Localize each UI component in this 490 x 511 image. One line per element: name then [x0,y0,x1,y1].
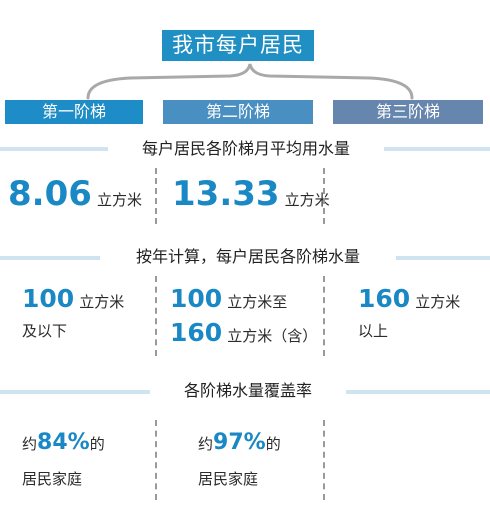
tier-1-monthly-unit: 立方米 [96,191,142,209]
tier-2-monthly-number: 13.33 [172,174,280,214]
tier-2-annual-line1: 100 立方米至 [170,284,287,313]
tier-2-coverage-number: 97% [213,430,266,455]
tier-1-header: 第一阶梯 [5,100,143,124]
tier-2-annual-unit-1: 立方米至 [227,293,288,311]
tier-1-monthly-value: 8.06 立方米 [8,174,142,214]
tier-1-annual: 100 立方米 [22,284,124,313]
section-1-title: 每户居民各阶梯月平均用水量 [108,136,384,162]
tier-1-coverage-suffix: 的 [89,435,105,453]
tier-2-coverage-suffix: 的 [265,435,281,453]
tier-3-annual: 160 立方米 [358,284,460,313]
divider-s2-a [155,276,157,356]
tier-1-monthly-number: 8.06 [8,174,92,214]
tier-1-annual-unit: 立方米 [79,293,125,311]
tier-3-header: 第三阶梯 [333,100,483,124]
tier-2-annual-number-1: 100 [170,284,223,313]
page-title: 我市每户居民 [162,30,314,61]
divider-s1-a [155,168,157,224]
tier-2-annual-unit-2: 立方米（含） [227,327,318,345]
tier-2-coverage-note: 居民家庭 [198,470,259,488]
tier-1-coverage-prefix: 约 [22,435,38,453]
tier-3-annual-unit: 立方米 [415,293,461,311]
tier-1-coverage: 约84%的 [22,430,105,455]
tier-2-annual-number-2: 160 [170,318,223,347]
tier-2-monthly-value: 13.33 立方米 [172,174,330,214]
tier-1-coverage-number: 84% [37,430,90,455]
divider-s2-b [323,276,325,356]
tier-2-coverage: 约97%的 [198,430,281,455]
tier-2-monthly-unit: 立方米 [284,191,330,209]
divider-s3-a [155,420,157,500]
tier-3-annual-note: 以上 [358,322,389,340]
tier-2-annual-line2: 160 立方米（含） [170,318,317,347]
divider-s3-b [323,420,325,500]
tier-1-annual-note: 及以下 [22,322,68,340]
tier-3-annual-number: 160 [358,284,411,313]
section-3-title: 各阶梯水量覆盖率 [150,378,346,404]
section-2-title: 按年计算，每户居民各阶梯水量 [100,244,396,270]
tier-1-annual-number: 100 [22,284,75,313]
tier-2-header: 第二阶梯 [163,100,313,124]
brace-connector [86,63,414,100]
tier-2-coverage-prefix: 约 [198,435,214,453]
tier-1-coverage-note: 居民家庭 [22,470,83,488]
divider-s1-b [323,168,325,224]
